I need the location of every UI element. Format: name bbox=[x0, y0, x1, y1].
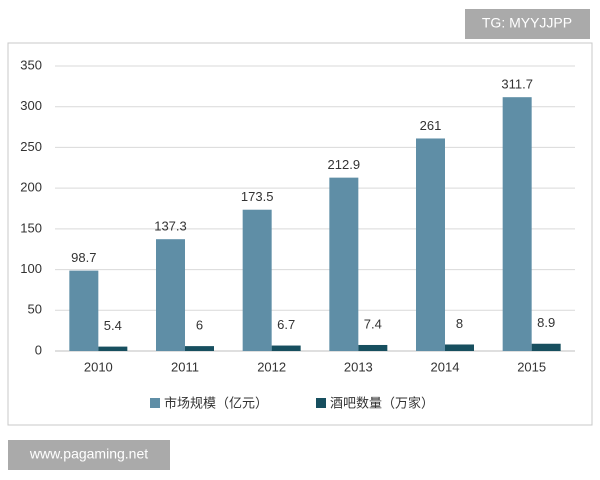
bar bbox=[156, 239, 185, 351]
value-label: 98.7 bbox=[71, 250, 96, 265]
y-tick-label: 50 bbox=[28, 302, 42, 317]
bar bbox=[531, 343, 561, 351]
value-label: 6 bbox=[196, 318, 203, 333]
y-tick-label: 0 bbox=[35, 342, 42, 357]
x-tick-label: 2013 bbox=[344, 359, 373, 374]
legend-label: 酒吧数量（万家） bbox=[330, 395, 434, 410]
value-label: 5.4 bbox=[104, 318, 122, 333]
x-tick-label: 2015 bbox=[517, 359, 546, 374]
watermark: www.pagaming.net bbox=[29, 446, 148, 462]
watermark-box bbox=[8, 440, 170, 470]
legend-swatch bbox=[316, 398, 326, 408]
bar bbox=[416, 138, 445, 351]
bar bbox=[185, 346, 214, 351]
value-label: 311.7 bbox=[501, 77, 533, 92]
legend-label: 市场规模（亿元） bbox=[164, 395, 268, 410]
y-tick-label: 350 bbox=[20, 57, 42, 72]
value-label: 8.9 bbox=[537, 315, 555, 330]
y-tick-label: 200 bbox=[20, 180, 42, 195]
bar bbox=[98, 346, 128, 351]
bar bbox=[242, 209, 272, 351]
bar bbox=[502, 97, 532, 352]
bar bbox=[329, 177, 359, 351]
value-label: 6.7 bbox=[277, 317, 295, 332]
value-label: 173.5 bbox=[241, 189, 274, 204]
y-tick-label: 300 bbox=[20, 98, 42, 113]
y-tick-label: 250 bbox=[20, 139, 42, 154]
bar bbox=[271, 345, 301, 351]
x-tick-label: 2010 bbox=[84, 359, 113, 374]
x-tick-label: 2012 bbox=[257, 359, 286, 374]
bar bbox=[358, 344, 388, 351]
value-label: 261 bbox=[420, 118, 442, 133]
y-tick-label: 100 bbox=[20, 261, 42, 276]
legend-swatch bbox=[150, 398, 160, 408]
y-tick-label: 150 bbox=[20, 220, 42, 235]
watermark-box bbox=[465, 9, 590, 39]
value-label: 137.3 bbox=[154, 219, 187, 234]
x-tick-label: 2011 bbox=[171, 359, 199, 374]
bar bbox=[445, 344, 474, 351]
value-label: 8 bbox=[456, 316, 463, 331]
x-tick-label: 2014 bbox=[431, 359, 460, 374]
value-label: 7.4 bbox=[364, 316, 382, 331]
value-label: 212.9 bbox=[328, 157, 361, 172]
watermark: TG: MYYJJPP bbox=[482, 15, 572, 31]
bar bbox=[69, 270, 99, 351]
